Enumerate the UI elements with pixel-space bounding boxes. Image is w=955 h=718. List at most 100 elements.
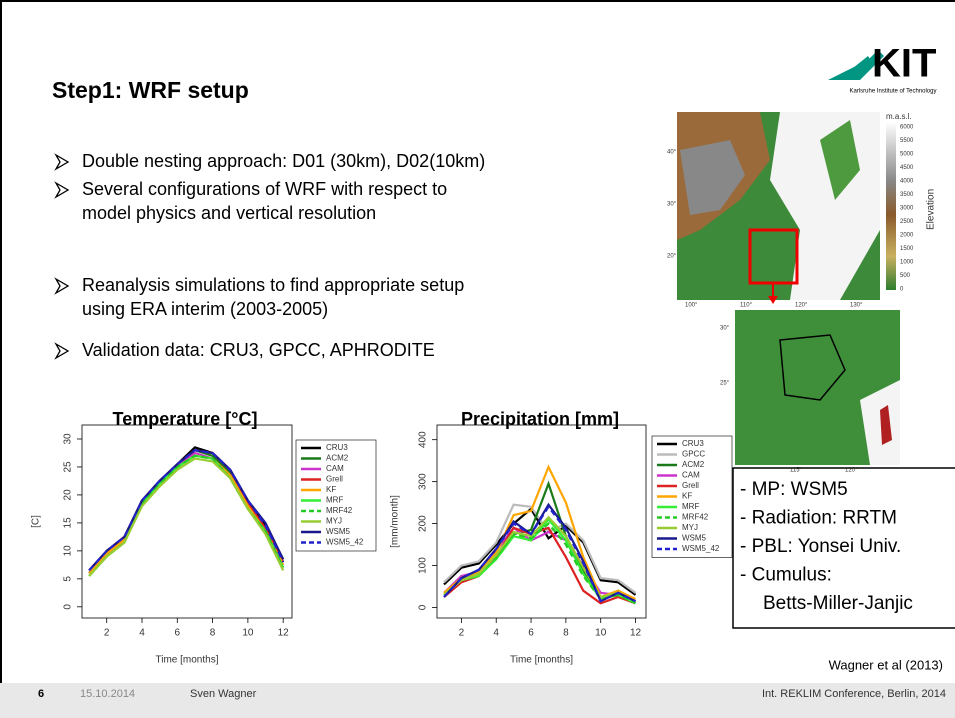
x-tick-label: 12 — [630, 628, 642, 639]
citation: Wagner et al (2013) — [829, 657, 943, 672]
legend-label: MYJ — [682, 523, 698, 532]
x-tick-label: 10 — [595, 628, 607, 639]
legend-label: WSM5 — [326, 527, 351, 536]
y-tick-label: 300 — [418, 473, 429, 490]
elevation-label: Elevation — [926, 189, 937, 230]
elevation-tick: 5000 — [900, 152, 914, 158]
map-lat: 20° — [667, 254, 677, 260]
y-tick-label: 30 — [63, 433, 74, 445]
map-lat: 40° — [667, 150, 677, 156]
slide: Step1: WRF setup KIT Karlsruhe Institute… — [0, 0, 955, 718]
elevation-tick: 6000 — [900, 125, 914, 131]
map-lon: 110° — [740, 303, 753, 309]
x-tick-label: 8 — [210, 628, 216, 639]
y-tick-label: 400 — [418, 431, 429, 448]
y-tick-label: 0 — [418, 604, 429, 610]
map-lon: 120° — [845, 468, 858, 474]
footer-author: Sven Wagner — [190, 688, 257, 700]
x-axis-label: Time [months] — [156, 655, 219, 666]
elevation-tick: 3000 — [900, 206, 914, 212]
elevation-tick: 2000 — [900, 233, 914, 239]
elevation-tick: 5500 — [900, 138, 914, 144]
page-number: 6 — [38, 688, 44, 700]
y-tick-label: 5 — [63, 576, 74, 582]
legend-label: MRF42 — [326, 506, 353, 515]
y-axis-label: [C] — [31, 515, 42, 528]
legend-label: ACM2 — [326, 454, 349, 463]
logo-subtitle: Karlsruhe Institute of Technology — [850, 89, 937, 95]
map-lat: 30° — [720, 326, 730, 332]
legend-label: WSM5_42 — [682, 544, 720, 553]
legend-label: KF — [326, 485, 336, 494]
elevation-tick: 4000 — [900, 179, 914, 185]
x-tick-label: 6 — [175, 628, 181, 639]
bullet-text: Validation data: CRU3, GPCC, APHRODITE — [82, 340, 435, 360]
elevation-tick: 1500 — [900, 246, 914, 252]
map-lon: 100° — [685, 303, 698, 309]
legend-label: CAM — [682, 471, 700, 480]
elevation-tick: 500 — [900, 273, 911, 279]
legend-label: CRU3 — [682, 439, 704, 448]
elevation-tick: 2500 — [900, 219, 914, 225]
map-lat: 25° — [720, 381, 730, 387]
bullet-text: model physics and vertical resolution — [82, 203, 376, 223]
y-tick-label: 25 — [63, 461, 74, 473]
legend-label: Grell — [326, 475, 343, 484]
legend-label: GPCC — [682, 450, 705, 459]
elevation-tick: 1000 — [900, 260, 914, 266]
legend-label: CRU3 — [326, 443, 348, 452]
legend-label: Grell — [682, 481, 699, 490]
chart-title: Temperature [°C] — [113, 409, 258, 429]
settings-line: - PBL: Yonsei Univ. — [740, 536, 901, 557]
bullet-text: Double nesting approach: D01 (30km), D02… — [82, 151, 485, 171]
legend-label: CAM — [326, 464, 344, 473]
y-tick-label: 100 — [418, 557, 429, 574]
logo-text: KIT — [872, 42, 936, 86]
y-tick-label: 20 — [63, 489, 74, 501]
bullet-text: using ERA interim (2003-2005) — [82, 299, 328, 319]
legend-label: WSM5_42 — [326, 538, 364, 547]
x-tick-label: 12 — [278, 628, 290, 639]
x-tick-label: 4 — [493, 628, 499, 639]
y-tick-label: 200 — [418, 515, 429, 532]
legend-label: MRF — [326, 496, 343, 505]
elevation-tick: 4500 — [900, 165, 914, 171]
x-tick-label: 2 — [459, 628, 465, 639]
map-domain2 — [735, 310, 900, 465]
settings-line: - Radiation: RRTM — [740, 508, 897, 529]
settings-line: Betts-Miller-Janjic — [763, 593, 913, 614]
map-lon: 130° — [850, 303, 863, 309]
x-tick-label: 2 — [104, 628, 110, 639]
settings-line: - MP: WSM5 — [740, 479, 848, 500]
x-axis-label: Time [months] — [510, 655, 573, 666]
elevation-colorbar — [886, 122, 896, 290]
legend-label: KF — [682, 492, 692, 501]
y-axis-label: [mm/month] — [390, 495, 401, 548]
map-lon: 115° — [790, 468, 803, 474]
elevation-tick: 3500 — [900, 192, 914, 198]
y-tick-label: 15 — [63, 517, 74, 529]
x-tick-label: 8 — [563, 628, 569, 639]
x-tick-label: 6 — [528, 628, 534, 639]
page: Step1: WRF setup KIT Karlsruhe Institute… — [0, 0, 955, 718]
elevation-unit: m.a.s.l. — [886, 112, 912, 121]
map-domain1 — [677, 112, 880, 304]
map-lon: 120° — [795, 303, 808, 309]
legend-label: MRF — [682, 502, 699, 511]
map-lat: 30° — [667, 202, 677, 208]
footer-date: 15.10.2014 — [80, 688, 135, 700]
legend-label: WSM5 — [682, 534, 707, 543]
y-tick-label: 0 — [63, 604, 74, 610]
footer-event: Int. REKLIM Conference, Berlin, 2014 — [762, 688, 946, 700]
x-tick-label: 10 — [242, 628, 254, 639]
chart-title: Precipitation [mm] — [461, 409, 619, 429]
legend-label: MRF42 — [682, 513, 709, 522]
y-tick-label: 10 — [63, 545, 74, 557]
settings-line: - Cumulus: — [740, 565, 832, 586]
slide-title: Step1: WRF setup — [52, 77, 249, 103]
bullet-text: Several configurations of WRF with respe… — [82, 179, 447, 199]
x-tick-label: 4 — [139, 628, 145, 639]
legend-label: MYJ — [326, 517, 342, 526]
bullet-text: Reanalysis simulations to find appropria… — [82, 275, 464, 295]
legend-label: ACM2 — [682, 460, 705, 469]
